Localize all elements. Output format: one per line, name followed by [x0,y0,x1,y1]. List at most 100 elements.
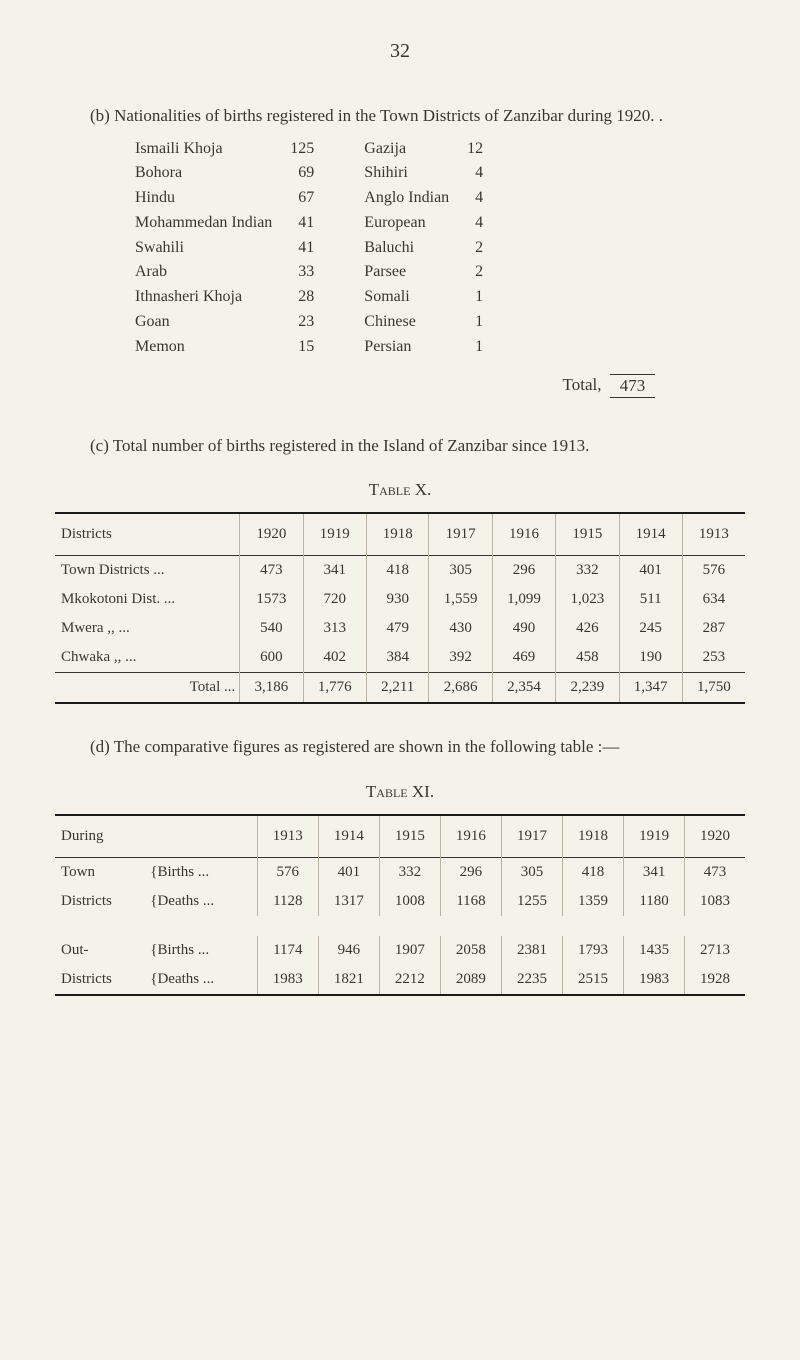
table-cell: Mkokotoni Dist. ... [55,585,240,614]
nat-name: Swahili [135,236,272,261]
table-row: Districts{Deaths ...11281317100811681255… [55,887,745,916]
table-cell: Total ... [55,673,240,704]
nat-name: Anglo Indian [364,186,449,211]
nat-value: 1 [475,285,483,310]
nat-name: Shihiri [364,161,449,186]
table-cell: 253 [682,643,745,673]
table-cell: 296 [440,857,501,887]
table-cell: 3,186 [240,673,303,704]
table-row: Mkokotoni Dist. ...15737209301,5591,0991… [55,585,745,614]
nationalities-table: Ismaili KhojaBohoraHinduMohammedan India… [55,137,745,360]
nat-value: 2 [475,260,483,285]
nat-value: 41 [298,236,314,261]
nat-value: 15 [298,335,314,360]
nat-name: Parsee [364,260,449,285]
table-header: 1914 [619,513,682,556]
table-cell: Town Districts ... [55,556,240,586]
section-b-intro: (b) Nationalities of births registered i… [55,103,745,129]
table-cell: 2,686 [429,673,492,704]
table-cell: 313 [303,614,366,643]
table-total-row: Total ...3,1861,7762,2112,6862,3542,2391… [55,673,745,704]
table-cell: 458 [556,643,619,673]
table-cell: 401 [318,857,379,887]
table-cell: 1928 [685,965,745,995]
table-cell: 1359 [563,887,624,916]
table-cell: 418 [366,556,429,586]
table-header: 1916 [492,513,555,556]
nat-value: 69 [298,161,314,186]
page-number: 32 [55,40,745,63]
section-c-intro: (c) Total number of births registered in… [55,433,745,459]
nat-value: 1 [475,310,483,335]
nat-value: 12 [467,137,483,162]
nat-name: Hindu [135,186,272,211]
table-cell: 473 [685,857,745,887]
table-cell: 287 [682,614,745,643]
table-cell: 402 [303,643,366,673]
table-cell: 1573 [240,585,303,614]
table-cell: 576 [682,556,745,586]
total-value: 473 [610,374,655,398]
nat-name: Ismaili Khoja [135,137,272,162]
table-cell: 2381 [501,936,562,965]
table-cell: 1,750 [682,673,745,704]
nat-value: 41 [298,211,314,236]
table-x-caption: Table X. [55,480,745,500]
section-d-intro: (d) The comparative figures as registere… [55,734,745,760]
table-cell: 1,776 [303,673,366,704]
table-cell: 1317 [318,887,379,916]
table-row: Town Districts ...4733414183052963324015… [55,556,745,586]
table-header: Districts [55,513,240,556]
table-header: 1915 [379,815,440,858]
table-header: 1919 [303,513,366,556]
table-cell: 2212 [379,965,440,995]
nat-name: Persian [364,335,449,360]
table-row: Mwera ,, ...540313479430490426245287 [55,614,745,643]
table-cell: 305 [429,556,492,586]
nat-value: 33 [298,260,314,285]
table-cell: 392 [429,643,492,673]
nat-value: 4 [475,211,483,236]
group-label: Out- [55,936,150,965]
table-cell: 2235 [501,965,562,995]
table-row: Chwaka ,, ...600402384392469458190253 [55,643,745,673]
table-header: 1918 [366,513,429,556]
nat-value: 4 [475,161,483,186]
table-cell: 2515 [563,965,624,995]
table-header: 1919 [624,815,685,858]
table-cell: 2089 [440,965,501,995]
nat-name: Arab [135,260,272,285]
table-cell: 1083 [685,887,745,916]
table-header: 1915 [556,513,619,556]
nat-name: Ithnasheri Khoja [135,285,272,310]
table-header: 1918 [563,815,624,858]
table-cell: 720 [303,585,366,614]
table-cell: 576 [257,857,318,887]
nationalities-total: Total, 473 [55,372,745,398]
table-cell: 1,099 [492,585,555,614]
table-cell: 418 [563,857,624,887]
nat-name: Mohammedan Indian [135,211,272,236]
nat-name: Goan [135,310,272,335]
table-cell: 426 [556,614,619,643]
nat-name: European [364,211,449,236]
table-cell: 1,347 [619,673,682,704]
table-header: 1913 [682,513,745,556]
table-header: 1917 [429,513,492,556]
nat-value: 23 [298,310,314,335]
table-xi-caption: Table XI. [55,782,745,802]
table-cell: 430 [429,614,492,643]
table-cell: 190 [619,643,682,673]
nat-value: 1 [475,335,483,360]
table-cell: 1,023 [556,585,619,614]
table-cell: 2058 [440,936,501,965]
table-cell: 479 [366,614,429,643]
table-cell: 1,559 [429,585,492,614]
sub-label: {Births ... [150,936,257,965]
table-header: During [55,815,257,858]
table-cell: 2,354 [492,673,555,704]
table-cell: 305 [501,857,562,887]
nat-value: 28 [298,285,314,310]
table-cell: 490 [492,614,555,643]
sub-label: {Deaths ... [150,887,257,916]
